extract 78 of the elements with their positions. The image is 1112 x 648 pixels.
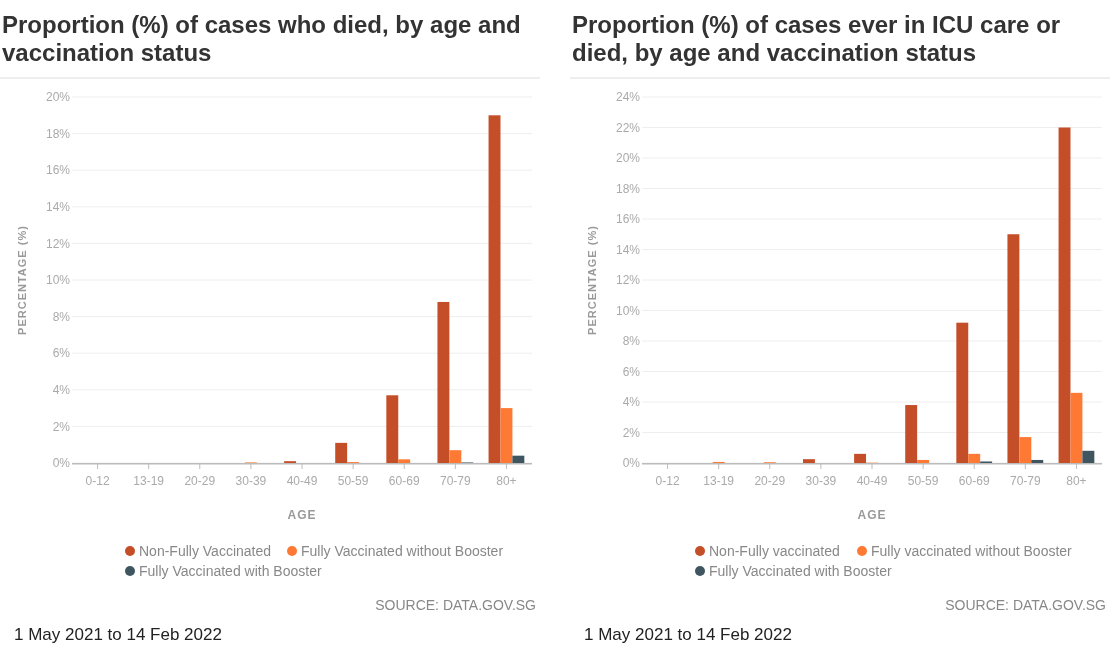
bar [968,453,981,463]
y-axis-title: PERCENTAGE (%) [16,225,28,335]
x-axis-title: AGE [857,508,887,522]
x-tick-label: 80+ [496,474,517,488]
y-tick-label: 4% [52,383,71,397]
x-tick-label: 80+ [1066,474,1087,488]
legend-label: Non-Fully Vaccinated [139,542,272,559]
legend-label: Non-Fully vaccinated [709,542,840,559]
y-tick-label: 12% [615,273,641,288]
y-axis-title: PERCENTAGE (%) [586,225,598,335]
y-tick-label: 20% [615,151,641,166]
legend-label: Fully Vaccinated with Booster [709,562,892,579]
legend-label: Fully Vaccinated without Booster [301,542,504,559]
y-tick-label: 18% [45,126,71,141]
y-tick-label: 6% [52,346,71,361]
x-tick-label: 60-69 [388,474,420,488]
bar [1019,437,1032,463]
y-tick-label: 0% [52,456,71,471]
y-tick-label: 2% [622,425,641,440]
x-tick-label: 70-79 [439,474,471,488]
x-tick-label: 13-19 [133,474,165,488]
x-axis-title: AGE [287,508,317,522]
bar [500,408,513,463]
y-tick-label: 10% [45,273,71,288]
chart-title: Proportion (%) of cases ever in ICU care or died, by age and vaccination status [572,11,1061,66]
y-tick-label: 12% [45,236,71,251]
source-note: SOURCE: DATA.GOV.SG [375,597,536,613]
bar [854,453,867,463]
y-tick-label: 16% [45,163,71,178]
y-tick-label: 0% [622,456,641,471]
bar [1031,459,1044,463]
bar [1082,450,1095,463]
x-tick-label: 20-29 [754,474,786,488]
text: 1 May 2021 to 14 Feb 2022 [14,625,222,644]
bar [1058,127,1071,463]
bar [335,442,348,463]
x-tick-label: 60-69 [958,474,990,488]
bar [803,459,815,463]
y-tick-label: 4% [622,395,641,410]
bar [437,301,450,463]
x-tick-label: 13-19 [703,474,735,488]
x-tick-label: 50-59 [337,474,369,488]
y-tick-label: 20% [45,90,71,105]
y-tick-label: 14% [45,200,71,214]
x-tick-label: 70-79 [1009,474,1041,488]
y-tick-label: 8% [622,334,641,349]
y-tick-label: 16% [615,212,641,227]
chart-title: Proportion (%) of cases who died, by age and vaccination status [2,11,521,66]
y-tick-label: 18% [615,181,641,196]
y-tick-label: 10% [615,303,641,318]
bar [398,459,411,463]
bar [917,459,930,463]
bar [386,395,399,463]
x-tick-label: 40-49 [286,474,318,488]
x-tick-label: 30-39 [805,474,837,488]
legend-label: Fully vaccinated without Booster [871,542,1073,559]
y-tick-label: 6% [622,364,641,379]
x-tick-label: 50-59 [907,474,939,488]
x-tick-label: 20-29 [184,474,216,488]
bar [449,450,462,463]
bar [905,405,918,463]
y-tick-label: 2% [52,419,71,434]
bar [956,322,969,463]
text: 1 May 2021 to 14 Feb 2022 [584,625,792,644]
bar [488,115,501,463]
legend-label: Fully Vaccinated with Booster [139,562,322,579]
y-tick-label: 22% [615,120,641,135]
bar [512,455,525,463]
y-tick-label: 8% [52,309,71,324]
source-note: SOURCE: DATA.GOV.SG [945,597,1106,613]
x-tick-label: 0-12 [655,474,680,488]
bar [1007,234,1020,463]
y-tick-label: 14% [615,242,641,257]
y-tick-label: 24% [615,90,641,105]
x-tick-label: 0-12 [85,474,110,488]
x-tick-label: 30-39 [235,474,267,488]
x-tick-label: 40-49 [856,474,888,488]
bar [1070,392,1083,463]
